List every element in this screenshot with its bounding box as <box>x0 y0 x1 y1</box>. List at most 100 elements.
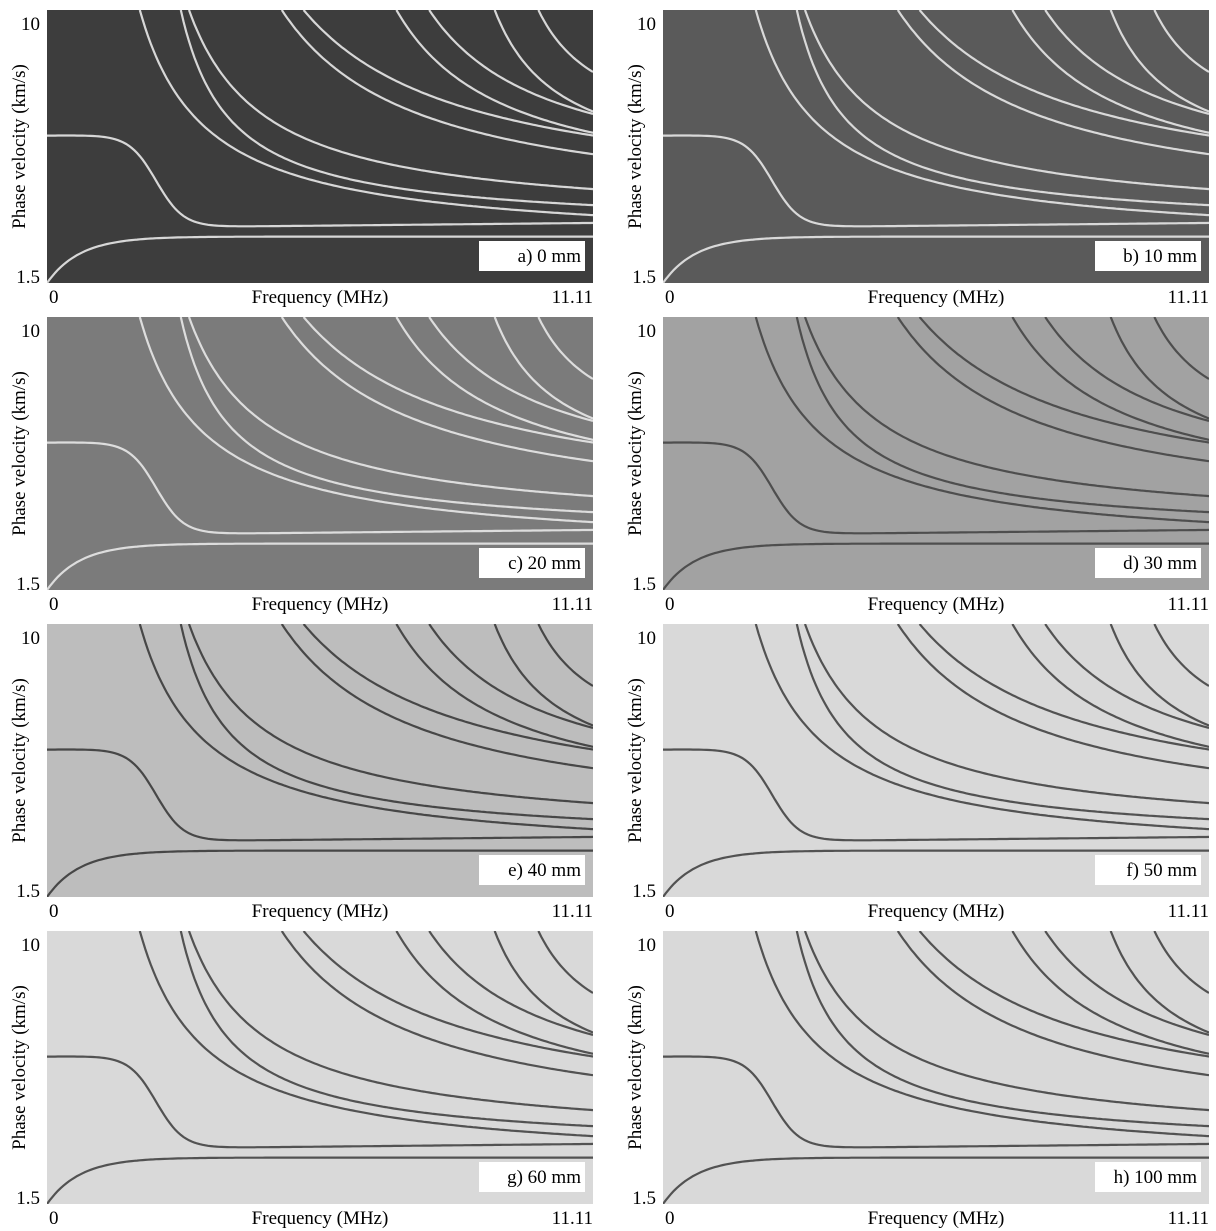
x-axis-label: Frequency (MHz) <box>252 1208 389 1229</box>
panel-label-box <box>1095 548 1201 578</box>
mode-curve <box>428 624 593 730</box>
mode-curve <box>280 931 593 1077</box>
panel-label: a) 0 mm <box>518 246 582 267</box>
mode-curve <box>663 849 1209 897</box>
mode-curve <box>1153 624 1209 687</box>
mode-curve <box>302 624 593 751</box>
mode-curve <box>395 10 593 134</box>
mode-curve <box>302 931 593 1058</box>
mode-curve <box>663 441 1209 535</box>
mode-curve <box>493 931 593 1034</box>
panel: 1.5 10 0 11.11 Frequency (MHz) Phase velocity… <box>9 10 593 308</box>
mode-curve <box>179 10 593 207</box>
mode-curve <box>918 931 1209 1058</box>
mode-curve <box>395 931 593 1055</box>
curves <box>47 931 593 1204</box>
mode-curve <box>280 624 593 770</box>
mode-curve <box>47 748 593 842</box>
panel-label-box <box>479 241 585 271</box>
x-axis-label: Frequency (MHz) <box>252 901 389 922</box>
y-tick-label: 10 <box>637 628 656 649</box>
mode-curve <box>795 10 1209 207</box>
panel-label-box <box>479 1162 585 1192</box>
mode-curve <box>179 317 593 514</box>
panel: 1.5 10 0 11.11 Frequency (MHz) Phase velocity… <box>9 317 593 615</box>
y-tick-label: 1.5 <box>16 574 40 595</box>
mode-curve <box>537 931 593 994</box>
mode-curve <box>754 10 1209 217</box>
mode-curve <box>803 317 1209 498</box>
mode-curve <box>1153 931 1209 994</box>
x-axis-label: Frequency (MHz) <box>868 287 1005 308</box>
y-axis-label: Phase velocity (km/s) <box>9 371 30 536</box>
y-axis-label: Phase velocity (km/s) <box>625 678 646 843</box>
mode-curve <box>47 235 593 283</box>
mode-curve <box>47 1156 593 1204</box>
panel-label: b) 10 mm <box>1123 246 1197 267</box>
mode-curve <box>395 624 593 748</box>
mode-curve <box>1011 317 1209 441</box>
mode-curve <box>187 624 593 805</box>
mode-curve <box>1153 317 1209 380</box>
y-tick-label: 1.5 <box>16 267 40 288</box>
mode-curve <box>1109 931 1209 1034</box>
x-tick-label: 11.11 <box>1168 901 1209 922</box>
curves <box>47 10 593 283</box>
mode-curve <box>1044 10 1209 116</box>
panel: 1.5 10 0 11.11 Frequency (MHz) Phase velocity… <box>625 10 1209 308</box>
x-tick-label: 11.11 <box>1168 1208 1209 1229</box>
mode-curve <box>663 134 1209 228</box>
x-tick-label: 11.11 <box>552 901 593 922</box>
y-axis-label: Phase velocity (km/s) <box>9 678 30 843</box>
mode-curve <box>896 624 1209 770</box>
panel-label: e) 40 mm <box>508 860 581 881</box>
panel-label-box <box>1095 1162 1201 1192</box>
y-axis-label: Phase velocity (km/s) <box>625 985 646 1150</box>
panel-label-box <box>479 855 585 885</box>
y-tick-label: 1.5 <box>632 267 656 288</box>
x-tick-label: 0 <box>665 901 675 922</box>
mode-curve <box>896 10 1209 156</box>
panel-label: c) 20 mm <box>508 553 581 574</box>
x-axis-label: Frequency (MHz) <box>868 594 1005 615</box>
mode-curve <box>187 931 593 1112</box>
x-axis-label: Frequency (MHz) <box>868 901 1005 922</box>
curves <box>47 624 593 897</box>
panel-label-box <box>1095 855 1201 885</box>
mode-curve <box>280 10 593 156</box>
mode-curve <box>663 542 1209 590</box>
panel-label: d) 30 mm <box>1123 553 1197 574</box>
x-tick-label: 11.11 <box>552 594 593 615</box>
x-tick-label: 0 <box>665 287 675 308</box>
y-tick-label: 1.5 <box>16 881 40 902</box>
curves <box>663 931 1209 1204</box>
panel-label-box <box>1095 241 1201 271</box>
x-tick-label: 0 <box>49 287 59 308</box>
mode-curve <box>47 849 593 897</box>
mode-curve <box>1109 624 1209 727</box>
mode-curve <box>795 317 1209 514</box>
y-axis-label: Phase velocity (km/s) <box>9 64 30 229</box>
curves <box>47 317 593 590</box>
panel-label: h) 100 mm <box>1114 1167 1198 1188</box>
mode-curve <box>1153 10 1209 73</box>
mode-curve <box>395 317 593 441</box>
y-tick-label: 10 <box>637 321 656 342</box>
x-tick-label: 11.11 <box>552 1208 593 1229</box>
mode-curve <box>47 1055 593 1149</box>
panel-label: g) 60 mm <box>507 1167 581 1188</box>
mode-curve <box>754 931 1209 1138</box>
curves <box>663 624 1209 897</box>
mode-curve <box>918 10 1209 137</box>
x-axis-label: Frequency (MHz) <box>252 594 389 615</box>
mode-curve <box>179 624 593 821</box>
x-tick-label: 11.11 <box>552 287 593 308</box>
mode-curve <box>918 624 1209 751</box>
mode-curve <box>663 748 1209 842</box>
mode-curve <box>138 931 593 1138</box>
y-axis-label: Phase velocity (km/s) <box>625 371 646 536</box>
x-tick-label: 0 <box>49 1208 59 1229</box>
curves <box>663 317 1209 590</box>
mode-curve <box>537 624 593 687</box>
mode-curve <box>896 317 1209 463</box>
